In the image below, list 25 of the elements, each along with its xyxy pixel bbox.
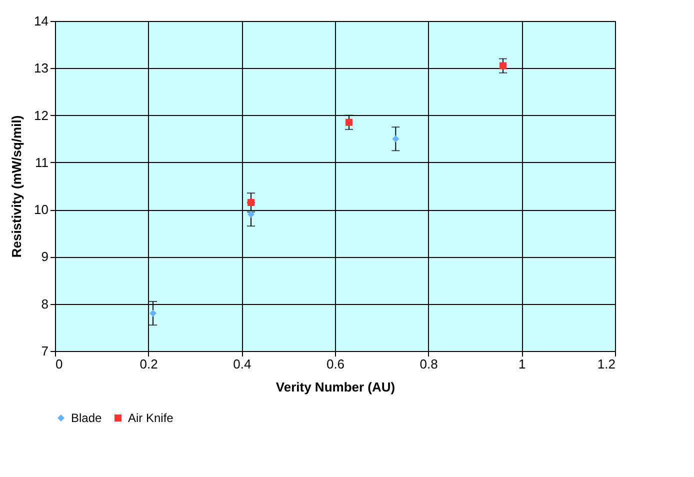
- x-tick-label: 1.2: [597, 356, 616, 372]
- point: [345, 118, 353, 126]
- y-tick-label: 10: [34, 202, 48, 218]
- y-axis-title: Resistivity (mW/sq/mil): [9, 115, 24, 258]
- x-axis-title: Verity Number (AU): [276, 380, 396, 394]
- point: [392, 135, 400, 142]
- legend-label: Air Knife: [128, 411, 174, 425]
- x-tick-label: 0.6: [326, 356, 345, 372]
- point: [247, 198, 255, 206]
- y-tick-label: 13: [34, 60, 48, 76]
- point: [247, 210, 255, 218]
- point: [149, 310, 157, 317]
- x-tick-label: 0.2: [140, 356, 158, 372]
- y-tick-label: 12: [34, 108, 48, 123]
- point: [499, 62, 507, 70]
- y-tick-label: 7: [41, 344, 48, 358]
- x-tick-label: 1: [518, 356, 526, 372]
- y-tick-label: 14: [34, 14, 48, 28]
- x-tick-label: 0: [56, 356, 63, 372]
- x-tick-label: 0.8: [420, 356, 438, 372]
- y-tick-label: 9: [41, 249, 48, 264]
- y-tick-label: 11: [35, 154, 48, 170]
- legend-label: Blade: [71, 411, 102, 425]
- y-tick-label: 8: [41, 296, 48, 312]
- x-tick-label: 0.4: [233, 356, 252, 372]
